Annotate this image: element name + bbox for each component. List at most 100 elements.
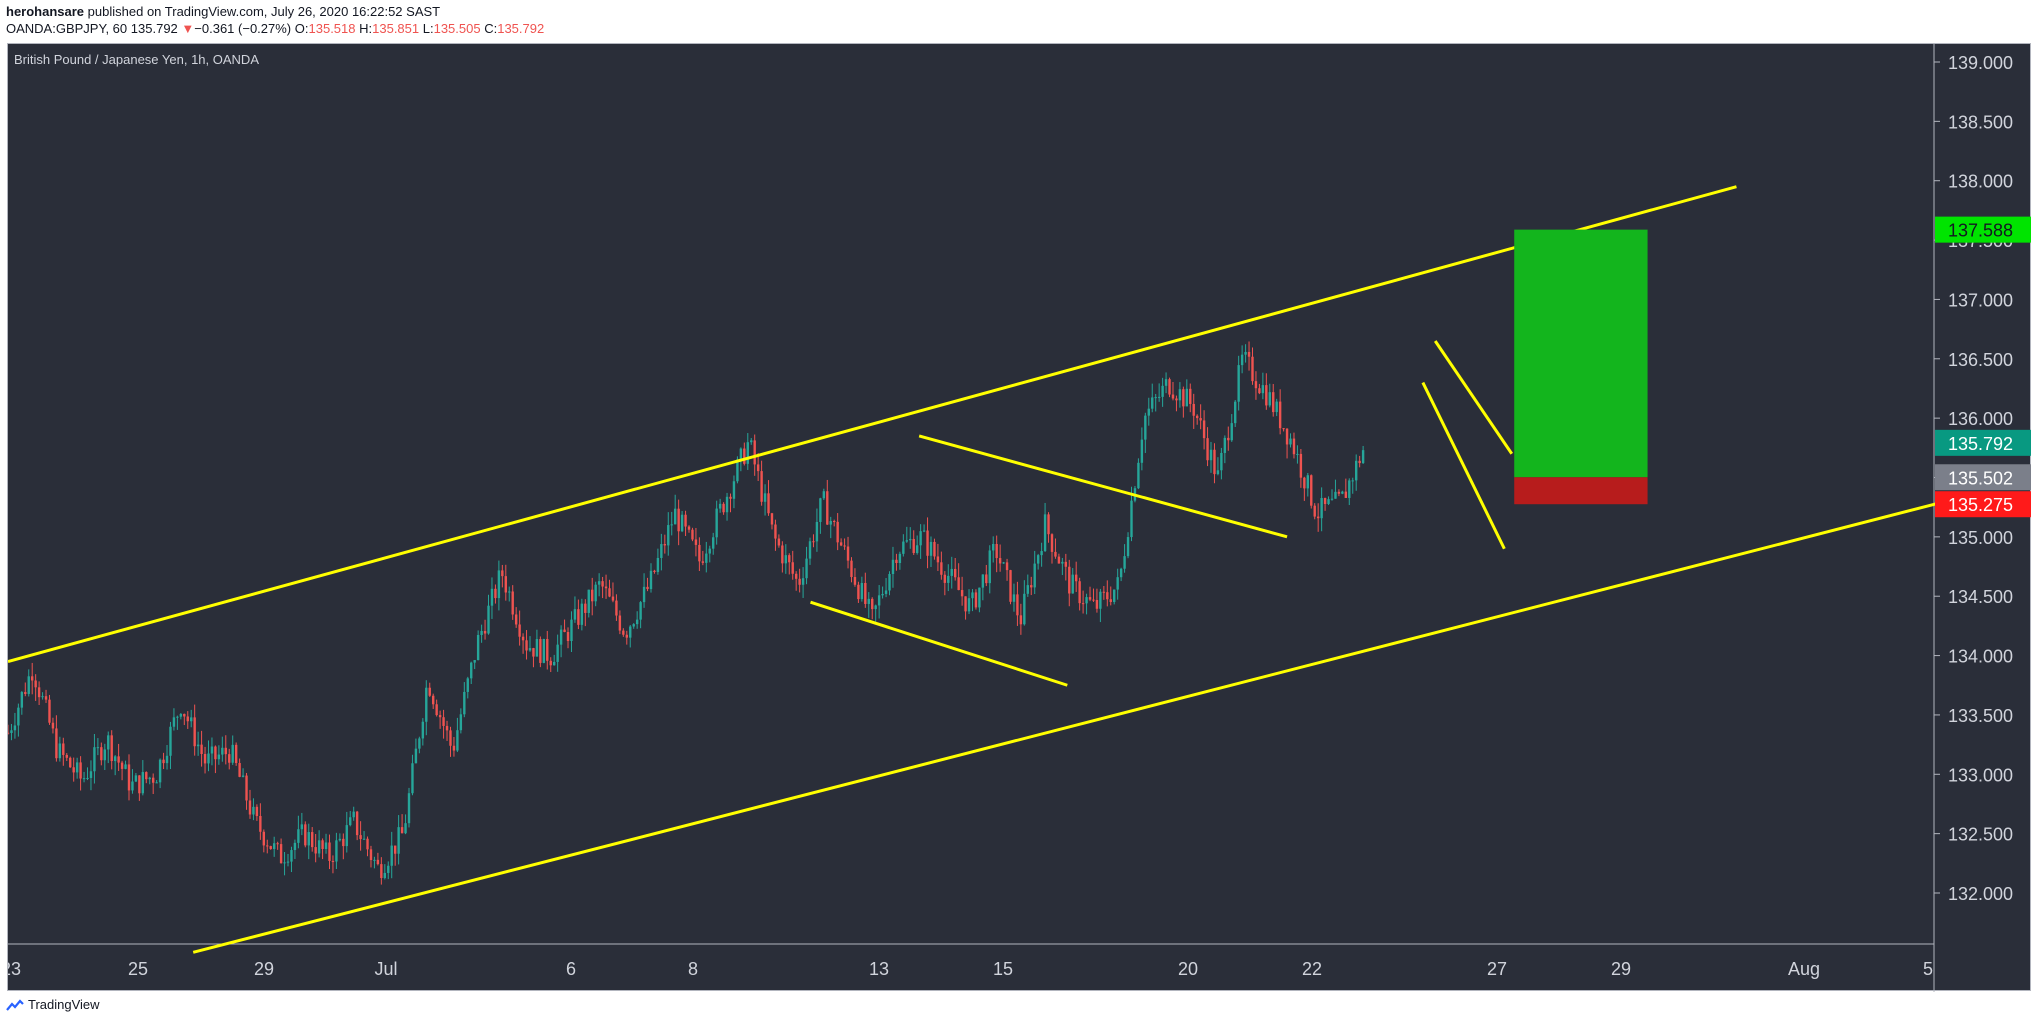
candle-body <box>131 781 134 791</box>
candle-body <box>611 596 615 601</box>
candle-body <box>72 767 75 773</box>
candle-body <box>1043 514 1047 552</box>
candle-body <box>978 587 981 608</box>
candle-body <box>1310 475 1313 506</box>
candle-body <box>1348 480 1351 498</box>
publisher-line: herohansare published on TradingView.com… <box>6 4 440 19</box>
candle-body <box>960 590 964 597</box>
candle-body <box>853 577 857 585</box>
candle-body <box>981 574 985 588</box>
candle-body <box>345 825 348 847</box>
candle-body <box>1175 398 1178 401</box>
candle-body <box>1102 591 1106 593</box>
candle-body <box>673 508 677 525</box>
candle-body <box>1016 594 1019 616</box>
candle-body <box>449 730 452 746</box>
candle-body <box>1095 599 1099 609</box>
candle-body <box>940 562 943 575</box>
candle-body <box>24 692 27 694</box>
candle-body <box>1251 356 1254 382</box>
candle-body <box>891 559 895 575</box>
candle-body <box>867 598 870 604</box>
candle-body <box>1023 593 1026 625</box>
candle-body <box>355 811 359 836</box>
candle-body <box>37 687 41 698</box>
candle-body <box>871 598 874 610</box>
chart-svg[interactable]: 132.000 132.500 133.000 133.500 134.000 134.5… <box>8 44 2032 992</box>
candle-body <box>138 775 141 794</box>
candle-body <box>874 605 877 610</box>
candle-body <box>1061 561 1064 564</box>
candle-body <box>788 555 791 563</box>
candle-body <box>746 442 749 464</box>
candle-body <box>1344 491 1348 498</box>
candle-body <box>1244 351 1247 355</box>
candle-body <box>404 823 407 834</box>
candle-body <box>1189 388 1192 404</box>
candle-body <box>577 609 580 625</box>
candle-body <box>684 514 687 527</box>
candle-body <box>1361 450 1365 464</box>
candle-body <box>801 578 805 585</box>
candle-body <box>151 777 155 783</box>
candle-body <box>380 864 383 879</box>
candle-body <box>176 716 179 718</box>
candle-body <box>1237 365 1240 402</box>
candle-body <box>179 713 183 717</box>
candle-body <box>362 838 366 840</box>
candle-body <box>584 603 587 613</box>
candle-body <box>165 755 169 764</box>
candle-body <box>387 865 390 873</box>
candle-body <box>1199 418 1202 421</box>
brand-text[interactable]: TradingView <box>28 997 100 1012</box>
candle-body <box>539 639 542 663</box>
x-tick-label: 15 <box>993 959 1013 979</box>
candle-body <box>1220 452 1223 471</box>
candle-body <box>338 838 342 841</box>
candle-body <box>286 861 290 863</box>
trendline-wedge-lower <box>1421 381 1506 550</box>
publisher-name[interactable]: herohansare <box>6 4 85 19</box>
candle-body <box>193 717 196 747</box>
candle-body <box>1119 568 1123 578</box>
candle-body <box>687 526 691 530</box>
candle-body <box>798 578 801 585</box>
position-stop-zone <box>1514 477 1648 505</box>
candle-body <box>1265 385 1268 406</box>
last-price: 135.792 <box>130 21 178 36</box>
candle-body <box>366 838 369 850</box>
candle-body <box>490 588 494 606</box>
candle-body <box>1116 577 1119 590</box>
candle-body <box>1303 477 1306 489</box>
candle-body <box>75 762 79 773</box>
candle-body <box>62 743 65 755</box>
candle-body <box>438 715 442 718</box>
candle-body <box>1355 460 1358 481</box>
high-label: H: <box>359 21 373 36</box>
open-value: 135.518 <box>308 21 356 36</box>
price-label-box <box>1935 464 2031 491</box>
candle-body <box>27 676 30 694</box>
candle-body <box>1137 462 1140 489</box>
price-label-text: 135.792 <box>1948 434 2013 454</box>
candle-body <box>34 680 37 688</box>
candle-body <box>1316 516 1320 519</box>
candle-body <box>311 832 314 848</box>
candle-body <box>601 581 604 587</box>
candle-body <box>248 800 252 815</box>
candle-body <box>307 832 310 846</box>
candle-body <box>597 581 601 585</box>
candle-body <box>1130 500 1133 538</box>
candle-body <box>570 619 573 642</box>
candle-body <box>30 676 34 681</box>
candle-body <box>369 849 373 861</box>
x-tick-label: 23 <box>8 959 21 979</box>
chart-frame[interactable]: 132.000 132.500 133.000 133.500 134.000 134.5… <box>7 43 2032 992</box>
symbol-line: OANDA:GBPJPY, 60 135.792 ▼−0.361 (−0.27%… <box>6 21 544 36</box>
candle-body <box>134 775 138 782</box>
candle-body <box>563 629 566 633</box>
candle-body <box>546 638 549 661</box>
candle-body <box>1223 437 1227 453</box>
candle-body <box>902 541 905 554</box>
candle-body <box>670 524 673 526</box>
